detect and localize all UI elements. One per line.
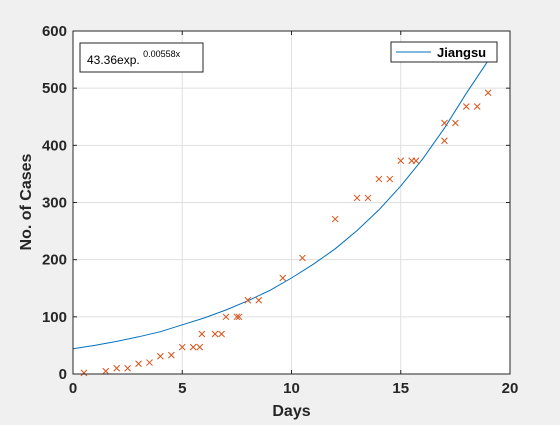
x-tick-label: 10 [283,380,300,397]
data-point-marker [244,296,252,304]
data-point-marker [211,330,219,338]
data-point-marker [364,194,372,202]
data-point-marker [386,175,394,183]
legend-entry-jiangsu: Jiangsu [437,45,486,60]
y-tick-label: 200 [42,252,67,269]
y-tick-label: 600 [42,23,67,40]
y-ticks: 0 100 200 300 400 500 600 [42,23,510,383]
data-point-marker [412,157,420,165]
data-point-marker [484,89,492,97]
data-point-marker [331,215,339,223]
data-point-marker [218,330,225,338]
data-point-marker [299,254,306,262]
annotation-base: 43.36exp. [87,53,140,67]
data-point-marker [397,157,405,165]
y-tick-label: 0 [59,366,67,383]
x-axis-label: Days [272,403,310,420]
y-tick-label: 100 [42,309,67,326]
y-axis-label: No. of Cases [18,153,35,250]
y-tick-label: 300 [42,195,67,212]
data-point-marker [233,313,241,321]
data-point-marker [462,103,470,110]
data-point-marker [178,343,186,351]
data-point-marker [189,343,197,351]
data-point-marker [102,367,110,375]
legend[interactable]: Jiangsu [390,41,498,63]
data-point-marker [235,313,243,321]
x-tick-label: 20 [502,380,519,397]
x-tick-label: 5 [178,380,186,397]
data-point-marker [146,359,153,366]
data-point-marker [124,364,131,372]
data-point-marker [157,352,164,360]
annotation-exponent: 0.00558x [143,49,181,59]
markers-group [80,89,492,377]
x-tick-label: 15 [392,380,409,397]
y-tick-label: 400 [42,137,67,154]
y-tick-label: 500 [42,80,67,97]
data-point-marker [198,330,206,338]
data-point-marker [441,119,448,127]
data-point-marker [473,103,481,110]
grid-lines [73,31,510,374]
data-point-marker [279,274,287,282]
svg-text:43.36exp. 0.00558x: 43.36exp. 0.00558x [87,49,181,67]
data-point-marker [353,194,361,202]
data-point-marker [441,137,448,145]
data-point-marker [222,313,230,321]
data-point-marker [167,351,175,359]
data-point-marker [255,296,263,304]
data-point-marker [375,175,383,183]
data-point-marker [113,364,121,372]
x-tick-label: 0 [69,380,77,397]
x-ticks: 0 5 10 15 20 [69,31,519,397]
annotation-box: 43.36exp. 0.00558x [79,42,204,73]
data-point-marker [135,360,142,368]
data-point-marker [80,369,88,377]
data-point-marker [196,343,204,351]
data-point-marker [452,119,459,127]
